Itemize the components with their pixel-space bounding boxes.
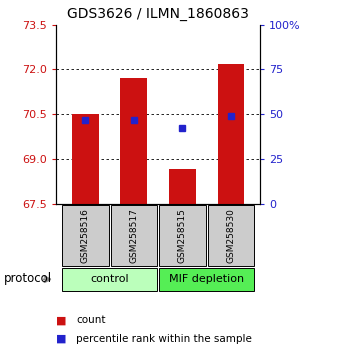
FancyBboxPatch shape <box>110 205 157 266</box>
FancyBboxPatch shape <box>159 205 206 266</box>
Text: MIF depletion: MIF depletion <box>169 274 244 284</box>
Bar <box>120 79 147 204</box>
FancyBboxPatch shape <box>159 268 254 291</box>
Bar <box>169 169 196 204</box>
Bar <box>72 114 99 204</box>
Text: percentile rank within the sample: percentile rank within the sample <box>76 334 252 344</box>
Text: GSM258515: GSM258515 <box>178 208 187 263</box>
Text: count: count <box>76 315 106 325</box>
Text: GSM258530: GSM258530 <box>226 208 236 263</box>
Text: GSM258517: GSM258517 <box>129 208 138 263</box>
Title: GDS3626 / ILMN_1860863: GDS3626 / ILMN_1860863 <box>67 7 249 21</box>
Text: control: control <box>90 274 129 284</box>
FancyBboxPatch shape <box>208 205 254 266</box>
Bar <box>218 63 244 204</box>
Text: GSM258516: GSM258516 <box>81 208 90 263</box>
FancyBboxPatch shape <box>62 205 108 266</box>
FancyBboxPatch shape <box>62 268 157 291</box>
Text: ■: ■ <box>56 334 67 344</box>
Text: protocol: protocol <box>3 273 52 285</box>
Text: ■: ■ <box>56 315 67 325</box>
